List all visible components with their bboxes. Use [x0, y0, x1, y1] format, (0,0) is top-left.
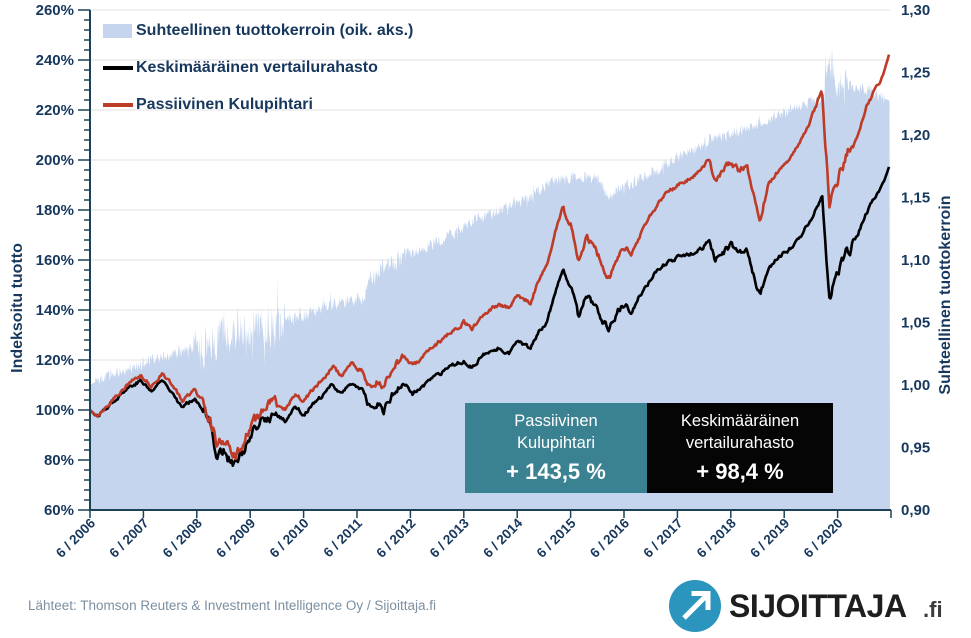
- right-axis-tick-label: 1,30: [901, 2, 930, 19]
- sijoittaja-logo: SIJOITTAJA .fi: [669, 580, 943, 632]
- area-swatch-icon: [103, 23, 132, 38]
- axes: [78, 9, 892, 518]
- left-axis-tick-label: 160%: [36, 252, 74, 269]
- legend-item-ratio: Suhteellinen tuottokerroin (oik. aks.): [103, 12, 413, 49]
- callout-label: Kulupihtari: [517, 433, 595, 452]
- right-axis-tick-label: 1,15: [901, 190, 930, 207]
- axis-titles: Indeksoitu tuotto Suhteellinen tuottokerr…: [9, 195, 954, 394]
- left-axis-tick-label: 80%: [44, 452, 74, 469]
- right-axis-tick-label: 1,10: [901, 252, 930, 269]
- series-line-vertailurahasto: [89, 166, 891, 467]
- right-axis-tick-label: 1,25: [901, 65, 930, 82]
- x-axis-tick-label: 6 / 2007: [106, 516, 151, 561]
- x-axis-tick-label: 6 / 2017: [640, 516, 685, 561]
- logo-suffix: .fi: [923, 597, 943, 622]
- x-axis-tick-label: 6 / 2008: [160, 515, 205, 560]
- callout-value: + 143,5 %: [506, 459, 606, 485]
- legend-label: Keskimääräinen vertailurahasto: [136, 58, 378, 76]
- x-axis-tick-label: 6 / 2009: [213, 516, 258, 561]
- right-axis-title: Suhteellinen tuottokerroin: [937, 195, 954, 394]
- left-axis-tick-label: 200%: [36, 152, 74, 169]
- logo-text: SIJOITTAJA: [729, 588, 907, 624]
- x-axis-tick-label: 6 / 2006: [53, 515, 98, 560]
- left-axis-title: Indeksoitu tuotto: [9, 243, 26, 373]
- x-axis-tick-label: 6 / 2012: [373, 516, 418, 561]
- left-axis-tick-label: 180%: [36, 202, 74, 219]
- x-axis-tick-label: 6 / 2015: [534, 515, 579, 560]
- series-line-kulupihtari: [89, 54, 891, 461]
- legend-label: Passiivinen Kulupihtari: [136, 95, 313, 113]
- left-axis-tick-label: 100%: [36, 402, 74, 419]
- right-axis-tick-label: 1,20: [901, 127, 930, 144]
- x-axis-tick-label: 6 / 2019: [747, 516, 792, 561]
- right-axis-tick-label: 1,00: [901, 377, 930, 394]
- right-axis-tick-label: 1,05: [901, 315, 930, 332]
- x-axis-tick-label: 6 / 2014: [480, 515, 525, 560]
- left-axis-tick-label: 240%: [36, 52, 74, 69]
- callout-label: vertailurahasto: [685, 433, 795, 452]
- chart-plot: 260% 240% 220% 200% 180% 160% 140% 120% 100% 80% 6…: [9, 2, 954, 561]
- left-axis-tick-label: 260%: [36, 2, 74, 19]
- x-axis-tick-label: 6 / 2011: [321, 515, 366, 560]
- x-axis-tick-label: 6 / 2016: [587, 515, 632, 560]
- x-axis-tick-label: 6 / 2020: [801, 516, 846, 561]
- legend-item-kulupihtari: Passiivinen Kulupihtari: [103, 86, 413, 123]
- series-area-ratio: [90, 47, 890, 510]
- red-line-swatch-icon: [103, 102, 133, 107]
- callout-value: + 98,4 %: [696, 459, 784, 485]
- source-note: Lähteet: Thomson Reuters & Investment In…: [28, 598, 436, 613]
- callout-label: Keskimääräinen: [680, 411, 800, 430]
- right-axis-tick-label: 0,90: [901, 502, 930, 519]
- callout-vertailurahasto: Keskimääräinen vertailurahasto + 98,4 %: [647, 403, 833, 493]
- callout-label: Passiivinen: [514, 411, 598, 430]
- left-axis-tick-label: 60%: [44, 502, 74, 519]
- x-axis-tick-label: 6 / 2010: [267, 516, 312, 561]
- legend-item-benchmark: Keskimääräinen vertailurahasto: [103, 49, 413, 86]
- left-axis-tick-label: 220%: [36, 102, 74, 119]
- black-line-swatch-icon: [103, 65, 133, 70]
- left-axis-tick-label: 140%: [36, 302, 74, 319]
- x-axis-tick-label: 6 / 2013: [427, 515, 472, 560]
- legend-label: Suhteellinen tuottokerroin (oik. aks.): [136, 21, 414, 39]
- logo-arrow-icon: [669, 580, 721, 632]
- legend: Suhteellinen tuottokerroin (oik. aks.) K…: [103, 12, 413, 123]
- callout-kulupihtari: Passiivinen Kulupihtari + 143,5 %: [465, 403, 647, 493]
- right-axis-tick-label: 0,95: [901, 440, 930, 457]
- x-axis-tick-label: 6 / 2018: [694, 515, 739, 560]
- left-axis-tick-label: 120%: [36, 352, 74, 369]
